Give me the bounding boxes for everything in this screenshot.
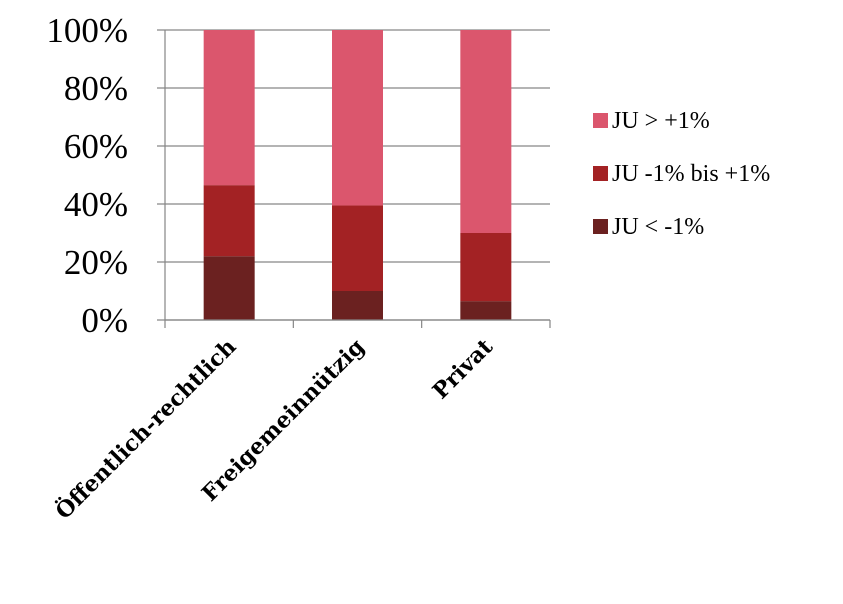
bar-segment bbox=[460, 233, 512, 302]
legend: JU > +1% JU -1% bis +1% JU < -1% bbox=[593, 108, 770, 240]
y-tick-label: 40% bbox=[64, 185, 128, 224]
bars bbox=[203, 30, 512, 320]
y-tick-label: 0% bbox=[81, 301, 128, 340]
legend-swatch bbox=[593, 219, 608, 234]
bar-segment bbox=[460, 301, 512, 320]
bar-segment bbox=[332, 291, 383, 320]
bar-segment bbox=[332, 205, 383, 291]
bar-segment bbox=[332, 30, 383, 206]
bar-segment bbox=[203, 185, 255, 257]
y-tick-label: 80% bbox=[64, 69, 128, 108]
x-tick-label: Privat bbox=[428, 333, 499, 404]
y-tick-label: 20% bbox=[64, 243, 128, 282]
bar-segment bbox=[203, 256, 255, 320]
legend-label: JU > +1% bbox=[612, 108, 710, 134]
bar-segment bbox=[203, 30, 255, 186]
y-tick-label: 100% bbox=[46, 11, 128, 50]
bar-segment bbox=[460, 30, 512, 233]
legend-swatch bbox=[593, 113, 608, 128]
legend-swatch bbox=[593, 166, 608, 181]
legend-label: JU -1% bis +1% bbox=[612, 161, 770, 187]
y-tick-labels: 0% 20% 40% 60% 80% 100% bbox=[46, 11, 128, 340]
axes bbox=[164, 30, 551, 328]
y-tick-label: 60% bbox=[64, 127, 128, 166]
legend-label: JU < -1% bbox=[612, 214, 704, 240]
